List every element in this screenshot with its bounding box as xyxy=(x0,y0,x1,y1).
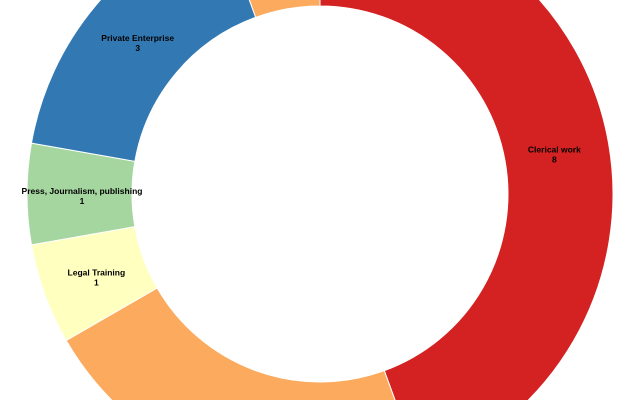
pie-slice-unlabeled-5[interactable] xyxy=(220,0,321,18)
pie-slice-private-enterprise[interactable] xyxy=(30,0,257,162)
slice-label-private-enterprise: Private Enterprise 3 xyxy=(101,33,174,53)
slice-label-press-journalism-publishing: Press, Journalism, publishing 1 xyxy=(22,186,143,206)
slice-label-clerical-work: Clerical work 8 xyxy=(528,145,581,165)
pie-slice-unlabeled-1[interactable] xyxy=(65,287,420,400)
pie-slice-clerical-work[interactable] xyxy=(319,0,614,400)
slice-label-legal-training: Legal Training 1 xyxy=(68,267,126,287)
